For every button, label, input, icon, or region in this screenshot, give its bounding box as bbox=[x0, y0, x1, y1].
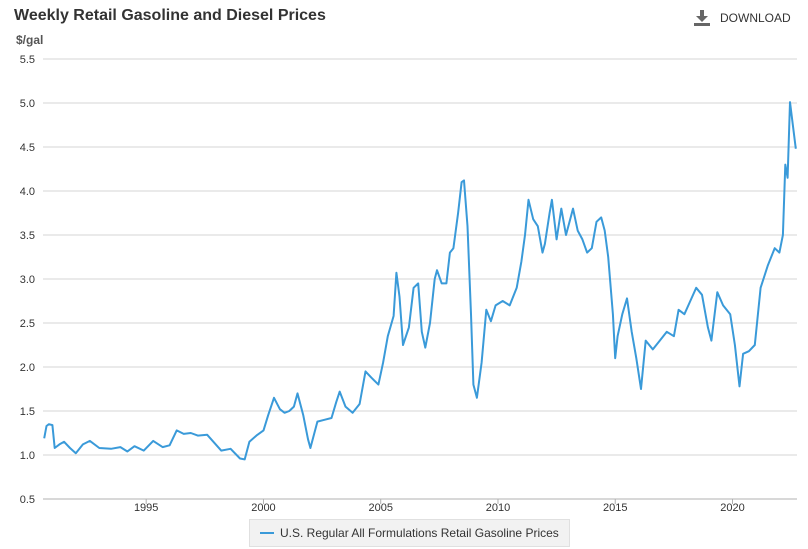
download-icon bbox=[694, 10, 710, 26]
y-tick-label: 1.5 bbox=[20, 406, 35, 418]
x-tick-label: 2005 bbox=[368, 502, 392, 514]
y-tick-label: 5.0 bbox=[20, 98, 35, 110]
y-axis-unit-label: $/gal bbox=[16, 33, 44, 47]
y-axis-ticks: 0.5 1.0 1.5 2.0 2.5 3.0 3.5 4.0 4.5 5.0 5.5 bbox=[20, 54, 35, 506]
chart-title: Weekly Retail Gasoline and Diesel Prices bbox=[14, 7, 326, 24]
y-tick-label: 4.0 bbox=[20, 186, 35, 198]
download-button[interactable]: DOWNLOAD bbox=[694, 10, 791, 26]
x-tick-label: 2010 bbox=[486, 502, 510, 514]
download-label: DOWNLOAD bbox=[720, 11, 791, 25]
y-tick-label: 3.0 bbox=[20, 274, 35, 286]
y-tick-label: 0.5 bbox=[20, 494, 35, 506]
y-tick-label: 4.5 bbox=[20, 142, 35, 154]
y-tick-label: 2.0 bbox=[20, 362, 35, 374]
x-tick-label: 1995 bbox=[134, 502, 158, 514]
x-axis-ticks: 1995 2000 2005 2010 2015 2020 bbox=[134, 499, 745, 514]
y-tick-label: 2.5 bbox=[20, 318, 35, 330]
y-tick-label: 1.0 bbox=[20, 450, 35, 462]
gridlines bbox=[43, 58, 797, 456]
x-tick-label: 2020 bbox=[720, 502, 744, 514]
y-tick-label: 3.5 bbox=[20, 230, 35, 242]
legend-item[interactable]: U.S. Regular All Formulations Retail Gas… bbox=[249, 519, 570, 547]
x-tick-label: 2015 bbox=[603, 502, 627, 514]
y-tick-label: 5.5 bbox=[20, 54, 35, 66]
series-line-gasoline[interactable] bbox=[43, 101, 797, 461]
legend-label: U.S. Regular All Formulations Retail Gas… bbox=[280, 526, 559, 540]
x-tick-label: 2000 bbox=[251, 502, 275, 514]
legend-swatch bbox=[260, 532, 274, 534]
series-group bbox=[43, 101, 797, 461]
